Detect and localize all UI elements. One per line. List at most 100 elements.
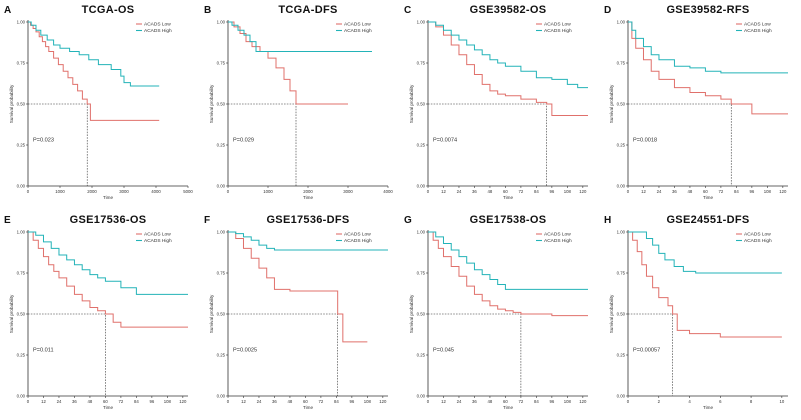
x-tick-label: 48	[488, 189, 493, 194]
y-axis-title: Survival probability	[209, 84, 214, 123]
x-tick-label: 2000	[87, 189, 97, 194]
x-tick-label: 96	[349, 399, 354, 404]
x-tick-label: 24	[657, 189, 662, 194]
x-tick-label: 5000	[183, 189, 193, 194]
panel-letter: F	[204, 215, 210, 226]
x-tick-label: 72	[519, 189, 524, 194]
x-tick-label: 72	[119, 399, 124, 404]
x-tick-label: 1000	[55, 189, 65, 194]
p-value: P=0.0025	[233, 348, 257, 354]
km-panel-c: C GSE39582-OS 0.00 0.25 0.50 0.75 1.00 0 12 24 36 4…	[404, 4, 588, 200]
p-value: P=0.0074	[433, 138, 457, 144]
km-curve-acads-low	[28, 231, 188, 328]
y-tick-label: 0.00	[417, 184, 426, 189]
legend-label: ACADS Low	[544, 232, 571, 238]
chart-title: GSE39582-OS	[470, 4, 547, 16]
y-axis-title: Survival probability	[409, 84, 414, 123]
y-tick-label: 0.00	[17, 394, 26, 399]
x-axis-title: Time	[103, 195, 113, 200]
x-tick-label: 120	[579, 189, 587, 194]
km-panel-f: F GSE17536-DFS 0.00 0.25 0.50 0.75 1.00 0 12 24 36…	[204, 214, 388, 410]
x-tick-label: 48	[288, 399, 293, 404]
km-curve-acads-high	[228, 21, 372, 53]
chart-title: TCGA-DFS	[278, 4, 337, 16]
panel-letter: E	[4, 215, 11, 226]
median-survival-guide	[28, 313, 106, 396]
y-tick-label: 0.75	[17, 271, 26, 276]
legend-label: ACADS High	[344, 28, 372, 34]
km-panel-g: G GSE17538-OS 0.00 0.25 0.50 0.75 1.00 0 12 24 36 4…	[404, 214, 588, 410]
median-survival-guide	[428, 313, 522, 396]
median-survival-guide	[228, 313, 338, 396]
km-panel-b: B TCGA-DFS 0.00 0.25 0.50 0.75 1.00 0 1000 2000 30…	[204, 4, 393, 200]
legend-label: ACADS Low	[344, 232, 371, 238]
median-survival-guide	[228, 103, 297, 186]
y-tick-label: 0.25	[617, 353, 626, 358]
y-tick-label: 0.50	[417, 312, 426, 317]
x-tick-label: 24	[457, 399, 462, 404]
km-curve-acads-low	[428, 21, 588, 116]
x-tick-label: 36	[272, 399, 277, 404]
p-value: P=0.00057	[633, 348, 660, 354]
y-tick-label: 0.75	[217, 61, 226, 66]
y-tick-label: 1.00	[17, 230, 26, 235]
y-tick-label: 0.00	[217, 394, 226, 399]
chart-title: GSE24551-DFS	[666, 214, 749, 226]
y-tick-label: 0.00	[217, 184, 226, 189]
x-tick-label: 108	[164, 399, 172, 404]
y-tick-label: 1.00	[617, 230, 626, 235]
y-tick-label: 0.75	[617, 271, 626, 276]
km-curve-acads-high	[28, 231, 188, 295]
x-tick-label: 84	[534, 399, 539, 404]
y-tick-label: 1.00	[417, 20, 426, 25]
y-tick-label: 0.50	[417, 102, 426, 107]
chart-title: TCGA-OS	[82, 4, 135, 16]
x-tick-label: 120	[379, 399, 387, 404]
x-tick-label: 2000	[303, 189, 313, 194]
chart-title: GSE39582-RFS	[666, 4, 749, 16]
x-tick-label: 120	[579, 399, 587, 404]
y-tick-label: 0.25	[217, 143, 226, 148]
panel-letter: A	[4, 5, 11, 16]
legend-label: ACADS High	[344, 238, 372, 244]
x-tick-label: 48	[88, 399, 93, 404]
legend-label: ACADS High	[544, 238, 572, 244]
x-tick-label: 3000	[119, 189, 129, 194]
y-tick-label: 0.25	[17, 353, 26, 358]
x-tick-label: 72	[319, 399, 324, 404]
y-tick-label: 0.25	[417, 143, 426, 148]
x-tick-label: 4000	[151, 189, 161, 194]
panel-letter: C	[404, 5, 411, 16]
median-survival-guide	[428, 103, 547, 186]
y-tick-label: 0.75	[417, 61, 426, 66]
x-axis-title: Time	[703, 405, 713, 410]
legend-label: ACADS Low	[344, 22, 371, 28]
km-panel-e: E GSE17536-OS 0.00 0.25 0.50 0.75 1.00 0 12 24 36 4…	[4, 214, 188, 410]
x-tick-label: 0	[427, 399, 430, 404]
legend-label: ACADS High	[744, 238, 772, 244]
km-curve-acads-high	[628, 21, 788, 74]
panel-letter: D	[604, 5, 611, 16]
x-tick-label: 96	[749, 189, 754, 194]
y-tick-label: 0.50	[217, 312, 226, 317]
x-tick-label: 0	[427, 189, 430, 194]
y-tick-label: 0.50	[17, 102, 26, 107]
y-tick-label: 0.50	[17, 312, 26, 317]
y-tick-label: 0.75	[17, 61, 26, 66]
p-value: P=0.029	[233, 138, 254, 144]
legend-label: ACADS High	[144, 238, 172, 244]
panel-letter: G	[404, 215, 412, 226]
km-curve-acads-high	[628, 231, 782, 274]
x-tick-label: 12	[41, 399, 46, 404]
x-tick-label: 36	[472, 189, 477, 194]
y-tick-label: 0.50	[617, 312, 626, 317]
x-tick-label: 0	[27, 189, 30, 194]
x-tick-label: 108	[564, 189, 572, 194]
y-axis-title: Survival probability	[9, 294, 14, 333]
x-tick-label: 12	[641, 189, 646, 194]
km-curve-acads-low	[428, 231, 588, 317]
y-axis-title: Survival probability	[9, 84, 14, 123]
chart-title: GSE17538-OS	[470, 214, 547, 226]
x-tick-label: 60	[303, 399, 308, 404]
x-tick-label: 0	[27, 399, 30, 404]
